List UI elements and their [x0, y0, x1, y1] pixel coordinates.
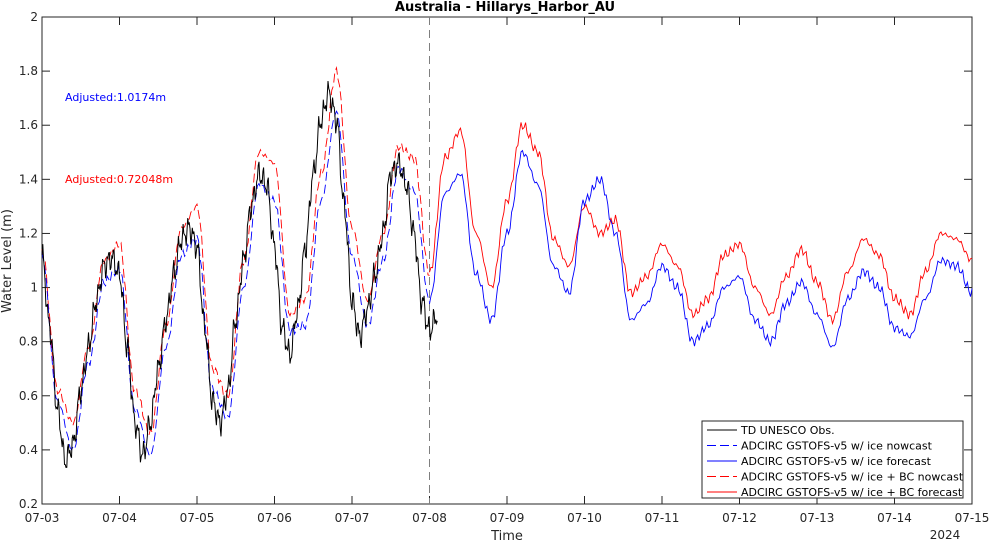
y-tick-label: 1.4	[19, 172, 38, 186]
x-tick-label: 07-12	[722, 511, 757, 525]
legend-label: ADCIRC GSTOFS-v5 w/ ice + BC forecast	[741, 486, 963, 499]
x-tick-label: 07-13	[800, 511, 835, 525]
y-axis-label: Water Level (m)	[0, 209, 15, 313]
series-obs-line	[41, 80, 438, 468]
x-tick-label: 07-04	[102, 511, 137, 525]
x-tick-label: 07-11	[645, 511, 680, 525]
y-tick-label: 0.6	[19, 389, 38, 403]
x-tick-label: 07-09	[490, 511, 525, 525]
y-tick-label: 1.8	[19, 64, 38, 78]
y-axis-ticks: 0.2 0.4 0.6 0.8 1 1.2 1.4 1.6 1.8 2	[19, 10, 972, 511]
series-nowcast-line	[41, 110, 430, 458]
series-bc-forecast-line	[429, 122, 973, 326]
y-tick-label: 0.8	[19, 335, 38, 349]
legend-label: ADCIRC GSTOFS-v5 w/ ice + BC nowcast	[741, 471, 964, 484]
chart-title: Australia - Hillarys_Harbor_AU	[395, 0, 615, 15]
series-layer	[41, 66, 973, 468]
legend-label: ADCIRC GSTOFS-v5 w/ ice nowcast	[741, 440, 933, 453]
y-tick-label: 0.4	[19, 443, 38, 457]
legend-label: TD UNESCO Obs.	[740, 424, 835, 437]
y-tick-label: 1	[30, 281, 38, 295]
x-tick-label: 07-07	[335, 511, 370, 525]
x-tick-label: 07-03	[25, 511, 60, 525]
year-label: 2024	[930, 528, 961, 541]
annotation-blue: Adjusted:1.0174m	[65, 91, 166, 104]
x-tick-label: 07-14	[877, 511, 912, 525]
legend-box	[701, 420, 964, 499]
x-axis-ticks: 07-03 07-04 07-05 07-06 07-07 07-08 07-09 07-10…	[25, 17, 989, 525]
y-tick-label: 1.6	[19, 118, 38, 132]
x-tick-label: 07-06	[257, 511, 292, 525]
legend: TD UNESCO Obs. ADCIRC GSTOFS-v5 w/ ice no…	[701, 420, 964, 499]
y-tick-label: 0.2	[19, 497, 38, 511]
x-tick-label: 07-08	[412, 511, 447, 525]
legend-label: ADCIRC GSTOFS-v5 w/ ice forecast	[741, 455, 932, 468]
series-forecast-line	[429, 149, 973, 348]
x-tick-label: 07-10	[567, 511, 602, 525]
y-tick-label: 2	[30, 10, 38, 24]
x-tick-label: 07-05	[180, 511, 215, 525]
y-tick-label: 1.2	[19, 226, 38, 240]
annotation-red: Adjusted:0.72048m	[65, 173, 173, 186]
x-axis-label: Time	[490, 529, 523, 541]
x-tick-label: 07-15	[955, 511, 989, 525]
